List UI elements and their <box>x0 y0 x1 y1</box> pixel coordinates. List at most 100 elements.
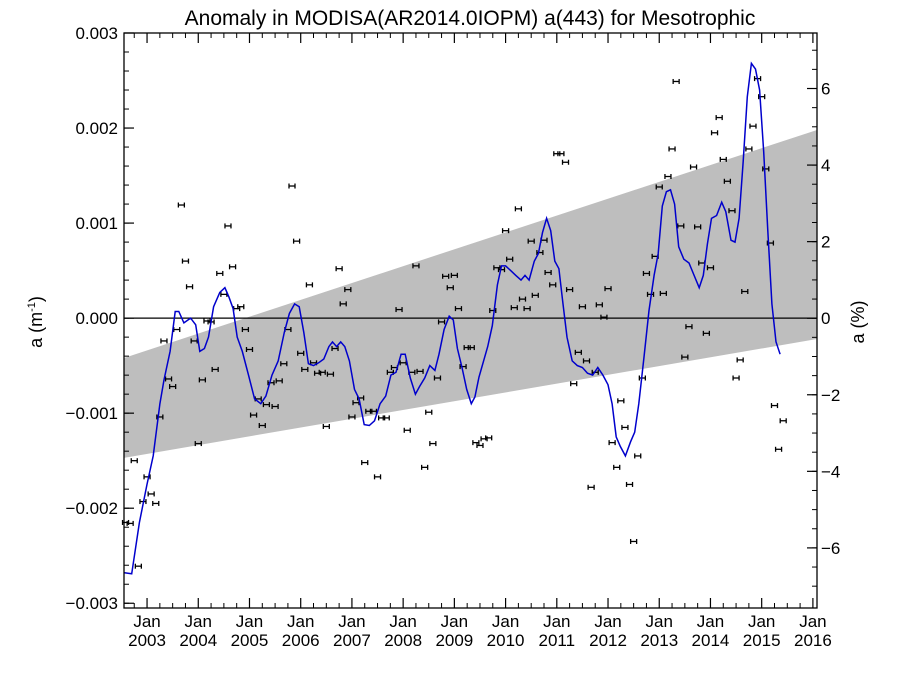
y-right-tick-label: 4 <box>821 156 830 175</box>
data-point <box>715 115 723 121</box>
x-tick-year-label: 2013 <box>640 631 678 650</box>
x-tick-month-label: Jan <box>646 612 673 631</box>
y-axis-left-label-close: ) <box>26 296 46 302</box>
data-point <box>412 263 420 269</box>
data-point <box>262 402 271 408</box>
data-point <box>326 371 335 377</box>
y-right-tick-label: −2 <box>821 386 840 405</box>
data-point <box>736 357 744 363</box>
x-tick-year-label: 2005 <box>231 631 269 650</box>
data-point <box>322 423 330 429</box>
data-point <box>288 183 296 189</box>
trend-band-layer <box>124 129 817 458</box>
x-tick-year-label: 2003 <box>128 631 166 650</box>
data-point <box>450 272 459 278</box>
data-point <box>659 290 667 296</box>
data-point <box>185 284 194 290</box>
data-point <box>446 285 454 291</box>
data-point <box>506 256 514 262</box>
data-point <box>574 349 582 355</box>
data-point <box>228 264 237 270</box>
data-points-layer <box>121 76 787 569</box>
data-point <box>681 354 689 360</box>
data-point <box>416 368 424 374</box>
data-point <box>301 366 309 372</box>
data-point <box>531 292 539 298</box>
data-point <box>198 377 207 383</box>
x-tick-year-label: 2010 <box>487 631 525 650</box>
data-point <box>169 384 177 390</box>
data-point <box>762 166 770 172</box>
data-point <box>403 427 411 433</box>
x-tick-year-label: 2015 <box>743 631 781 650</box>
data-point <box>437 319 446 325</box>
x-tick-month-label: Jan <box>441 612 468 631</box>
data-point <box>280 361 288 367</box>
data-point <box>595 302 603 308</box>
data-point <box>497 267 506 273</box>
x-tick-year-label: 2006 <box>282 631 320 650</box>
data-point <box>600 314 608 320</box>
data-point <box>361 460 369 466</box>
data-point <box>130 458 138 464</box>
y-right-tick-label: −6 <box>821 539 840 558</box>
data-point <box>126 520 134 526</box>
data-point <box>544 270 552 276</box>
data-point <box>395 307 403 313</box>
data-point <box>501 228 510 234</box>
smoothed-series-line <box>124 61 781 575</box>
x-tick-month-label: Jan <box>594 612 621 631</box>
data-point <box>190 338 198 344</box>
x-tick-month-label: Jan <box>185 612 212 631</box>
data-point <box>565 287 574 293</box>
data-point <box>275 378 283 384</box>
y-right-tick-label: −4 <box>821 462 840 481</box>
data-point <box>608 440 616 446</box>
data-point <box>728 208 736 214</box>
data-point <box>617 398 625 404</box>
data-point <box>694 224 702 230</box>
x-tick-month-label: Jan <box>389 612 416 631</box>
data-point <box>710 130 719 136</box>
x-tick-month-label: Jan <box>799 612 826 631</box>
data-point <box>181 258 190 264</box>
x-tick-year-label: 2007 <box>333 631 371 650</box>
axes-frame-layer <box>123 32 818 609</box>
data-point <box>216 270 224 276</box>
data-point <box>625 481 634 487</box>
data-point <box>297 350 305 356</box>
chart-title: Anomaly in MODISA(AR2014.0IOPM) a(443) f… <box>185 7 756 30</box>
data-point <box>467 345 475 351</box>
y-axis-left-label-base: a (m <box>26 312 46 348</box>
data-point <box>774 446 783 452</box>
data-point <box>339 301 347 307</box>
data-point <box>668 146 676 152</box>
data-point <box>220 291 228 297</box>
x-tick-month-label: Jan <box>697 612 724 631</box>
data-point <box>719 156 727 162</box>
data-point <box>578 304 587 310</box>
trend-band <box>124 129 817 458</box>
data-point <box>689 164 698 170</box>
x-tick-year-label: 2014 <box>692 631 730 650</box>
data-point <box>429 441 437 447</box>
data-point <box>702 330 711 336</box>
x-tick-month-label: Jan <box>543 612 570 631</box>
data-point <box>241 327 250 333</box>
data-point <box>561 159 570 165</box>
y-right-tick-label: 2 <box>821 233 830 252</box>
data-point <box>634 453 642 459</box>
y-axis-left-label: a (m-1) <box>26 296 46 348</box>
smoothed-line-layer <box>124 61 781 575</box>
data-point <box>621 424 629 430</box>
data-point <box>203 318 211 324</box>
data-point <box>549 282 557 288</box>
x-tick-month-label: Jan <box>338 612 365 631</box>
x-tick-month-label: Jan <box>236 612 263 631</box>
data-point <box>237 304 245 310</box>
x-tick-year-label: 2012 <box>589 631 627 650</box>
data-point <box>348 414 356 420</box>
x-tick-year-label: 2011 <box>539 631 576 650</box>
x-tick-month-label: Jan <box>748 612 775 631</box>
